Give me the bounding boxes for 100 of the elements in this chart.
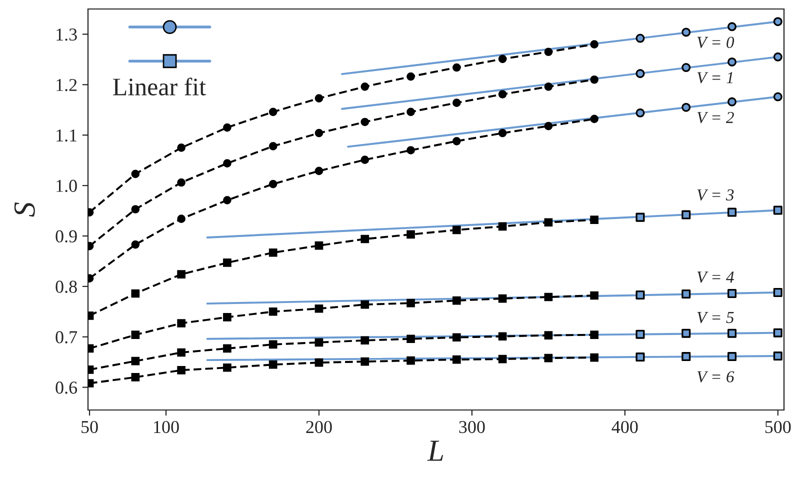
point [177,348,186,357]
point [406,72,415,81]
point [682,328,691,338]
point [177,214,186,223]
x-axis-title: L [427,440,444,461]
point [360,357,370,366]
point [590,75,598,84]
point [360,156,370,164]
point [773,288,782,297]
point [636,108,645,118]
point [177,366,186,374]
point [314,128,324,138]
annotation: Linear fit [113,78,206,96]
point [590,216,598,224]
point [268,180,278,188]
point [773,328,782,338]
y-tick-label: 1.2 [56,78,77,92]
point [498,354,507,364]
annotation: V = 6 [697,371,734,383]
point [177,178,186,187]
point [727,57,736,66]
point [268,142,278,150]
point [268,307,278,316]
point [314,338,324,347]
point [682,289,691,298]
point [498,222,507,231]
point [223,196,232,204]
point [360,118,370,126]
point [544,48,553,56]
point [452,333,461,342]
point [223,159,232,168]
point [498,90,507,98]
point [590,40,598,48]
point [131,356,140,366]
x-tick-label: 500 [765,420,791,434]
point [544,122,553,130]
point [636,212,645,222]
point [682,352,691,362]
point [636,352,645,362]
point [773,52,782,62]
point [268,248,278,257]
point [177,144,186,152]
annotation: V = 1 [697,72,732,84]
point [268,108,278,116]
point [727,352,736,362]
point [314,304,324,313]
y-tick-label: 0.8 [56,280,77,293]
point [452,296,461,305]
point [406,108,415,116]
point [268,340,278,349]
point [268,360,278,369]
point [131,170,140,178]
point [682,63,691,72]
point [406,356,415,365]
point [544,82,553,91]
y-tick-label: 0.7 [56,331,78,344]
annotation: V = 2 [697,112,734,124]
point [223,313,232,322]
point [314,166,324,176]
point [452,98,461,107]
annotation: V = 5 [697,312,734,324]
point [498,294,507,303]
y-tick-label: 1.3 [56,28,77,41]
y-tick-label: 0.6 [56,382,78,394]
point [636,330,645,339]
x-tick-label: 200 [306,420,332,434]
point [590,353,598,362]
point [590,114,598,124]
y-tick-label: 1.0 [56,180,77,192]
annotation: V = 4 [697,272,734,283]
point [590,330,598,340]
point [544,218,553,227]
point [452,63,461,72]
point [452,355,461,364]
annotation: V = 0 [697,36,734,48]
point [498,54,507,64]
point [360,336,370,345]
point [727,328,736,338]
y-tick-label: 1.1 [56,129,76,142]
point [452,226,461,234]
annotation: V = 3 [697,189,734,201]
x-tick-label: 300 [459,420,485,434]
point [406,146,415,154]
point [131,240,140,249]
point [177,270,186,278]
point [498,332,507,341]
x-tick-label: 50 [82,420,98,434]
point [727,208,736,217]
point [636,290,645,300]
point [727,288,736,298]
point [452,136,461,146]
point [544,331,553,340]
point [314,94,324,102]
point [360,82,370,91]
point [544,292,553,302]
y-axis-title: S [14,202,35,217]
point [131,330,140,340]
point [360,234,370,244]
point [223,123,232,132]
point [406,334,415,344]
